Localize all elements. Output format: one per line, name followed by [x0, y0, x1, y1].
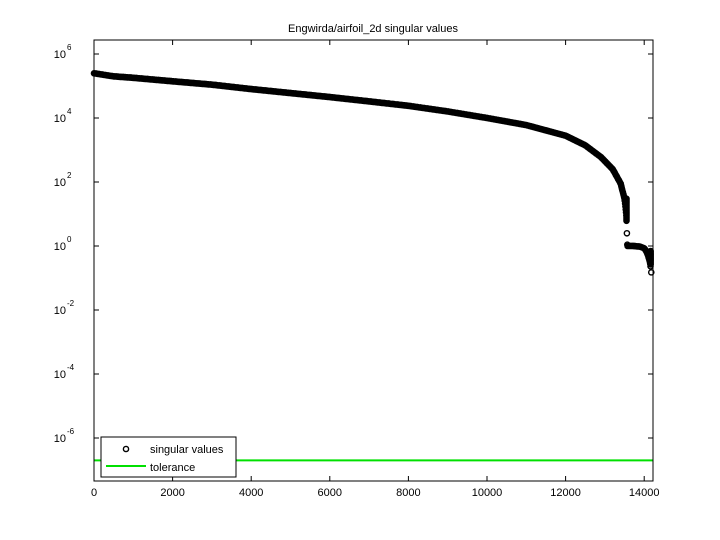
y-tick-exponent: -4	[67, 363, 75, 372]
y-tick-exponent: 2	[67, 171, 72, 180]
legend: singular values tolerance	[100, 436, 237, 478]
y-tick-exponent: 4	[67, 107, 72, 116]
legend-box	[100, 436, 237, 478]
x-tick-label: 4000	[239, 487, 263, 499]
singular-value-point	[623, 229, 631, 237]
x-tick-label: 10000	[472, 487, 503, 499]
plot-frame	[93, 39, 654, 482]
x-tick-label: 0	[91, 487, 97, 499]
y-tick-label: 10	[54, 433, 66, 445]
legend-label-singular-values: singular values	[150, 444, 224, 456]
y-tick-label: 10	[54, 49, 66, 61]
y-tick-label: 10	[54, 241, 66, 253]
x-tick-label: 8000	[396, 487, 420, 499]
x-tick-label: 2000	[160, 487, 184, 499]
y-tick-label: 10	[54, 305, 66, 317]
y-tick-label: 10	[54, 113, 66, 125]
legend-label-tolerance: tolerance	[150, 462, 195, 474]
singular-value-point	[647, 269, 655, 276]
y-tick-exponent: 0	[67, 235, 72, 244]
singular-values-markers	[90, 70, 654, 270]
x-tick-label: 14000	[629, 487, 660, 499]
x-axis: 0 2000 4000 6000 8000 10000 12000 14000	[91, 40, 660, 499]
y-tick-label: 10	[54, 177, 66, 189]
x-tick-label: 6000	[318, 487, 342, 499]
y-tick-label: 10	[54, 369, 66, 381]
x-tick-label: 12000	[550, 487, 581, 499]
y-tick-exponent: 6	[67, 43, 72, 52]
chart-title: Engwirda/airfoil_2d singular values	[288, 23, 458, 35]
y-tick-exponent: -6	[67, 427, 75, 436]
y-tick-exponent: -2	[67, 299, 75, 308]
legend-marker-icon	[122, 445, 130, 453]
